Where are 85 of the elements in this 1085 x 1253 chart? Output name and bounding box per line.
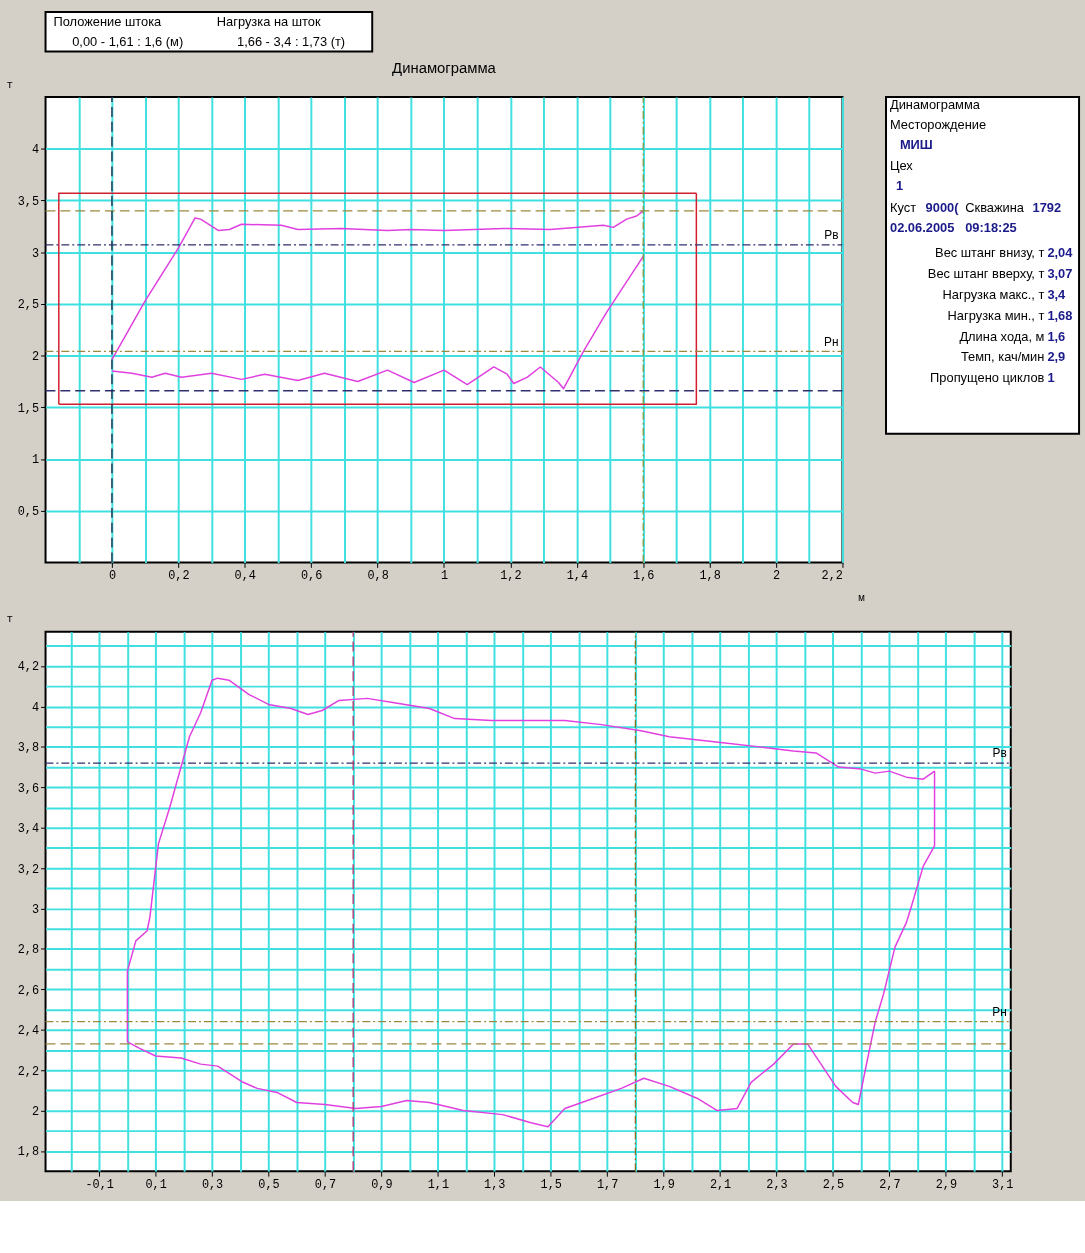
x-tick-label: 0,4 — [234, 568, 256, 583]
x-tick-label: 2,9 — [935, 1177, 958, 1192]
x-tick-label: 1,6 — [633, 568, 655, 583]
x-tick-label: 0,1 — [145, 1177, 167, 1192]
text: 3,07 — [1047, 266, 1073, 282]
y-tick-label: 3,8 — [17, 741, 40, 756]
y-tick-label: 3,4 — [17, 822, 40, 837]
text: 02.06.2005 — [889, 219, 955, 235]
x-tick-label: 0,3 — [201, 1177, 224, 1192]
text: Вес штанг вверху, т — [927, 266, 1045, 282]
y-axis-title: т — [6, 78, 13, 91]
y-tick-label: 1,5 — [17, 401, 40, 416]
x-tick-label: 1,1 — [427, 1177, 450, 1192]
x-tick-label: 1,2 — [500, 568, 522, 583]
text: Динамограмма — [889, 96, 981, 112]
text: 1,6 — [1047, 328, 1066, 344]
text: Куст — [889, 199, 917, 215]
x-tick-label: 2,7 — [879, 1177, 901, 1192]
text: 3,4 — [1047, 287, 1067, 303]
text: 1 — [895, 178, 904, 194]
x-tick-label: 1,5 — [540, 1177, 562, 1192]
text: Нагрузка мин., т — [947, 307, 1045, 323]
y-tick-label: 3,2 — [17, 862, 40, 877]
y-tick-label: 2,6 — [17, 983, 40, 998]
text: Месторождение — [889, 116, 987, 132]
y-tick-label: 4 — [31, 700, 40, 715]
text: 1,68 — [1047, 307, 1073, 323]
y-tick-label: 3 — [31, 246, 40, 261]
text: Темп, кач/мин — [960, 349, 1045, 365]
x-tick-label: 1,8 — [699, 568, 721, 583]
y-tick-label: 4,2 — [17, 660, 40, 675]
y-tick-label: 2 — [31, 1105, 40, 1120]
x-tick-label: 1,7 — [596, 1177, 619, 1192]
x-tick-label: 2,5 — [822, 1177, 845, 1192]
text: 9000( — [925, 199, 960, 215]
text: Нагрузка на шток — [216, 13, 321, 29]
x-tick-label: 0,2 — [168, 568, 190, 583]
text: Вес штанг внизу, т — [935, 245, 1045, 261]
ref-line-label: Рн — [824, 334, 839, 349]
x-tick-label: 1,3 — [484, 1177, 506, 1192]
y-tick-label: 2,2 — [17, 1064, 40, 1079]
x-tick-label: 0,8 — [367, 568, 389, 583]
x-tick-label: 2,2 — [821, 568, 843, 583]
text: Длина хода, м — [959, 328, 1045, 344]
y-tick-label: 1,8 — [17, 1145, 40, 1160]
text: 1,66 - 3,4 : 1,73 (т) — [236, 33, 346, 49]
y-tick-label: 2,4 — [17, 1024, 40, 1039]
text: 0,00 - 1,61 : 1,6 (м) — [72, 33, 184, 49]
text: 1 — [1047, 370, 1055, 386]
y-tick-label: 1 — [31, 453, 40, 468]
text: 2,04 — [1047, 245, 1074, 261]
x-tick-label: 1,4 — [566, 568, 588, 583]
x-tick-label: 3,1 — [992, 1177, 1014, 1192]
y-tick-label: 0,5 — [17, 505, 40, 520]
y-axis-title: т — [6, 613, 13, 626]
y-tick-label: 3,6 — [17, 781, 40, 796]
y-tick-label: 2,5 — [17, 298, 40, 313]
x-tick-label: 2,3 — [766, 1177, 788, 1192]
x-tick-label: 2 — [772, 568, 781, 583]
x-tick-label: 1,9 — [653, 1177, 675, 1192]
y-tick-label: 3 — [31, 902, 40, 917]
ref-line-label: Рв — [824, 228, 839, 243]
x-tick-label: 0,6 — [300, 568, 323, 583]
x-tick-label: 0 — [108, 568, 117, 583]
text: Пропущено циклов — [930, 370, 1045, 386]
text: Положение штока — [53, 13, 163, 29]
text: Нагрузка макс., т — [942, 287, 1045, 303]
x-tick-label: 0,5 — [258, 1177, 280, 1192]
x-tick-label: 2,1 — [709, 1177, 732, 1192]
text: 09:18:25 — [965, 219, 1017, 235]
x-axis-title: м — [858, 592, 865, 605]
text: Скважина — [965, 199, 1025, 215]
chart-title: Динамограмма — [392, 60, 497, 77]
text: 2,9 — [1047, 349, 1066, 365]
text: 1792 — [1032, 199, 1062, 215]
text: МИШ — [899, 136, 933, 152]
x-tick-label: 1 — [440, 568, 449, 583]
text: Цех — [889, 158, 914, 174]
y-tick-label: 4 — [31, 143, 40, 158]
y-tick-label: 2,8 — [17, 943, 40, 958]
y-tick-label: 2 — [31, 350, 40, 365]
x-tick-label: -0,1 — [85, 1177, 114, 1192]
x-tick-label: 0,9 — [371, 1177, 393, 1192]
x-tick-label: 0,7 — [314, 1177, 337, 1192]
y-tick-label: 3,5 — [17, 194, 40, 209]
